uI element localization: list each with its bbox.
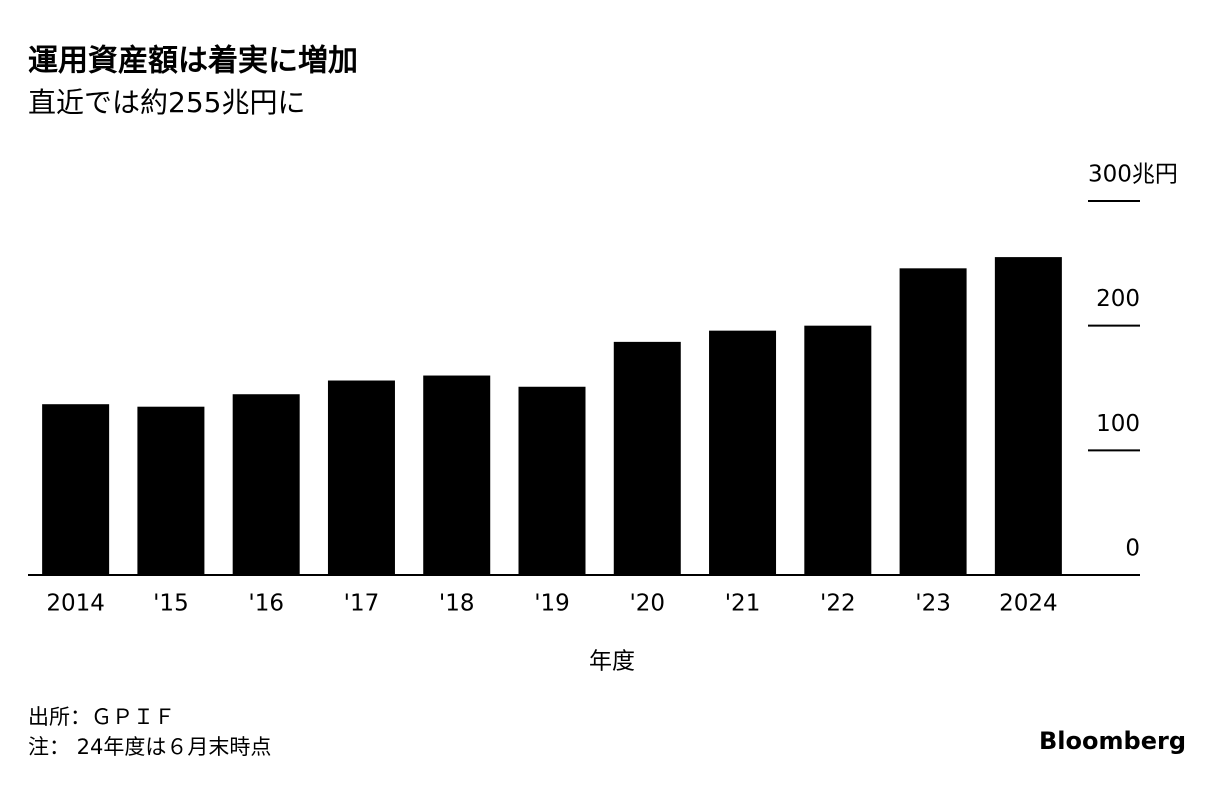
x-tick-label: '15 — [153, 591, 189, 617]
bar — [232, 394, 300, 575]
x-tick-label: '16 — [248, 591, 284, 617]
y-tick-label: 300兆円 — [1088, 162, 1178, 188]
x-tick-label: '23 — [915, 591, 951, 617]
chart-subtitle: 直近では約255兆円に — [28, 86, 305, 119]
source: 出所：ＧＰＩＦ — [28, 705, 175, 729]
x-tick-label: 2014 — [46, 591, 105, 617]
x-tick-label: '22 — [820, 591, 856, 617]
x-tick-label: '19 — [534, 591, 570, 617]
bar — [613, 341, 681, 575]
bar — [899, 268, 967, 575]
logo: Bloomberg — [1039, 727, 1186, 755]
y-tick-label: 200 — [1096, 286, 1140, 312]
bar — [137, 406, 205, 575]
note: 注： 24年度は６月末時点 — [28, 735, 271, 759]
y-tick-label: 0 — [1125, 536, 1140, 562]
x-tick-label: 2024 — [999, 591, 1058, 617]
bar — [327, 380, 395, 575]
x-tick-label: '20 — [629, 591, 665, 617]
bar — [994, 257, 1062, 575]
chart-title: 運用資産額は着実に増加 — [28, 44, 358, 79]
bar — [518, 386, 586, 575]
x-axis-label: 年度 — [589, 649, 635, 675]
y-tick-label: 100 — [1096, 411, 1140, 437]
x-tick-label: '21 — [725, 591, 761, 617]
bar — [42, 404, 110, 575]
x-tick-label: '17 — [344, 591, 380, 617]
x-tick-label: '18 — [439, 591, 475, 617]
bar — [709, 330, 777, 575]
bar — [423, 375, 491, 575]
bar — [804, 325, 872, 575]
